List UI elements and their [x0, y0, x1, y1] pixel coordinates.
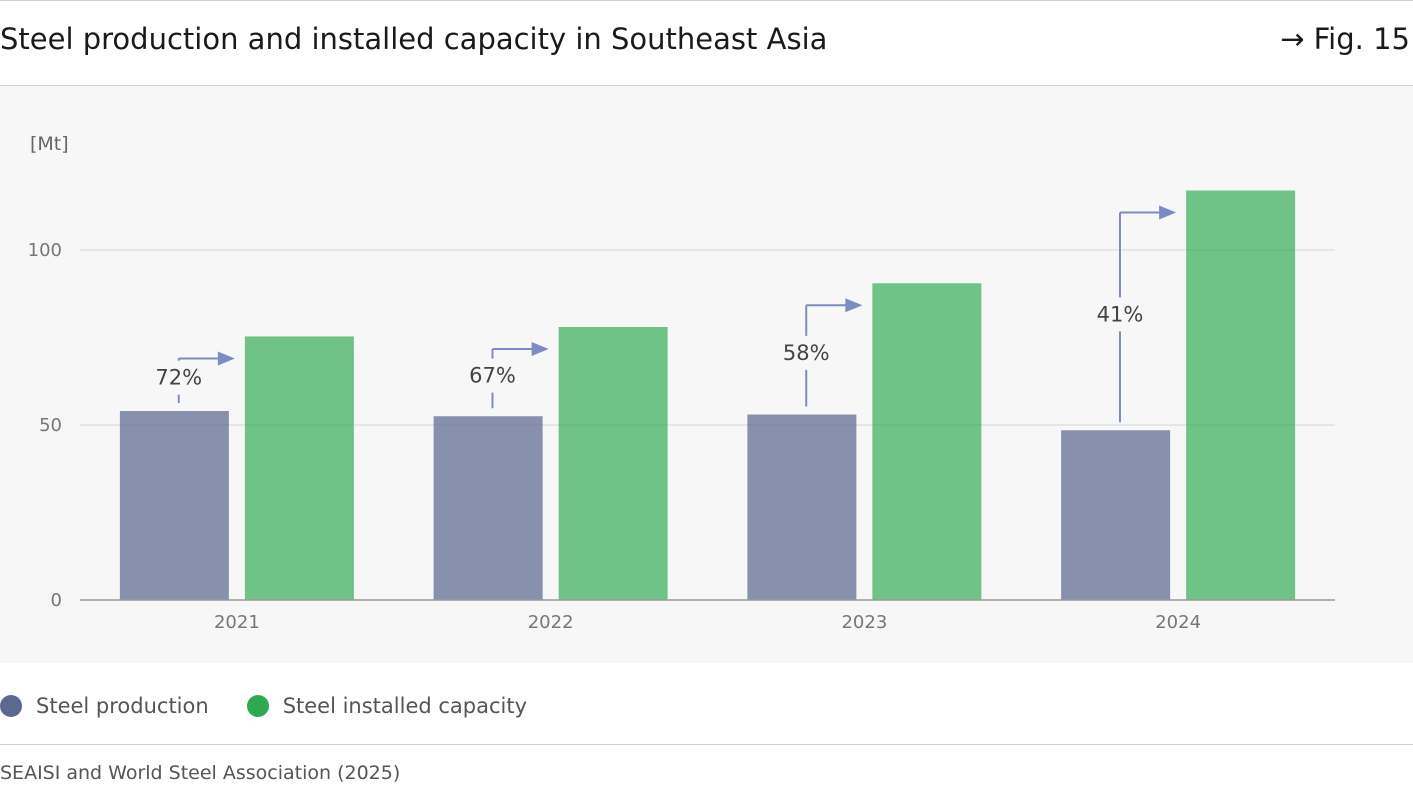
bar-production — [433, 416, 543, 600]
bar-capacity — [558, 327, 668, 600]
x-tick-label: 2022 — [528, 612, 574, 633]
y-tick-label: 0 — [51, 590, 62, 611]
y-axis-unit: [Mt] — [30, 133, 69, 155]
bar-production — [1061, 430, 1171, 600]
legend-label-production: Steel production — [36, 694, 209, 718]
figure-reference[interactable]: → Fig. 15 — [1280, 22, 1410, 56]
legend-item-production: Steel production — [0, 694, 209, 718]
legend-label-capacity: Steel installed capacity — [282, 694, 528, 718]
legend-item-capacity: Steel installed capacity — [246, 694, 528, 718]
legend-dot-capacity — [246, 695, 269, 717]
source-note: SEAISI and World Steel Association (2025… — [0, 762, 401, 784]
utilization-label: 58% — [783, 341, 830, 365]
bar-production — [119, 411, 229, 600]
chart-panel — [0, 86, 1413, 663]
bar-capacity — [244, 336, 354, 600]
annotation-arrowhead — [531, 342, 549, 356]
legend: Steel production Steel installed capacit… — [0, 690, 565, 722]
y-tick-label: 100 — [28, 240, 62, 261]
bar-chart: [Mt] 0 50 100 2021 72% 2022 67% 2023 58% 2024 41% — [28, 133, 1335, 633]
y-tick-label: 50 — [39, 415, 62, 436]
bar-capacity — [872, 283, 982, 600]
utilization-label: 72% — [155, 366, 202, 390]
utilization-label: 41% — [1097, 302, 1144, 326]
annotation-arrowhead — [1159, 205, 1177, 220]
header-rule — [0, 85, 1413, 86]
x-tick-label: 2023 — [841, 612, 887, 633]
annotation-arrowhead — [845, 298, 863, 313]
utilization-label: 67% — [469, 364, 516, 388]
bar-capacity — [1186, 190, 1296, 600]
annotation-arrowhead — [217, 351, 235, 366]
legend-dot-production — [0, 695, 22, 717]
page-title: Steel production and installed capacity … — [0, 22, 828, 56]
bar-production — [747, 414, 857, 600]
x-tick-label: 2021 — [214, 612, 260, 633]
x-tick-label: 2024 — [1155, 612, 1201, 633]
footer-rule — [0, 744, 1413, 745]
top-rule — [0, 0, 1413, 1]
